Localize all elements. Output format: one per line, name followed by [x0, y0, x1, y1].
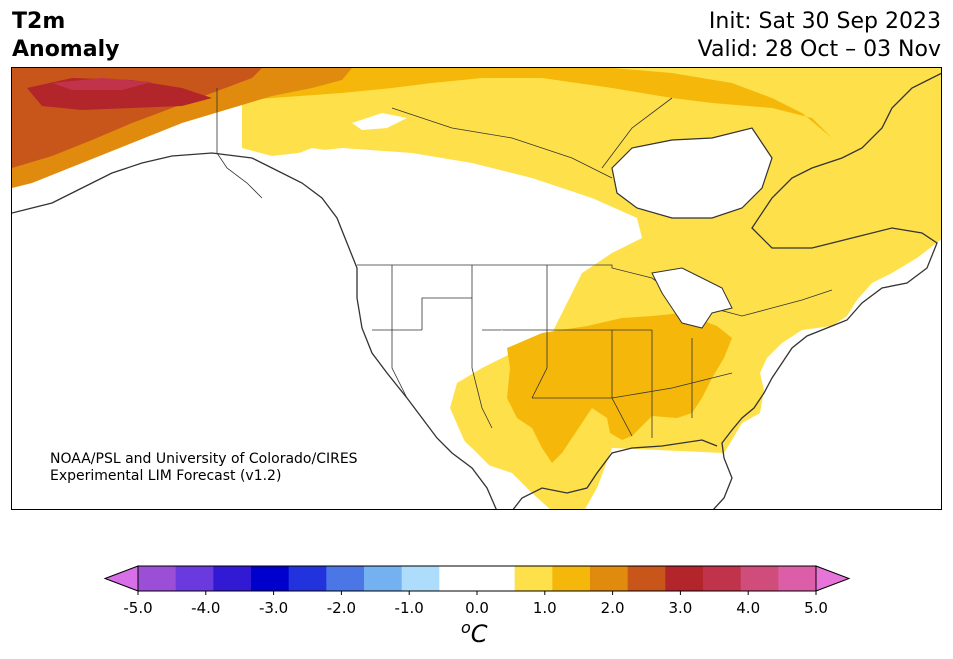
- credit-line-1: NOAA/PSL and University of Colorado/CIRE…: [50, 451, 358, 467]
- colorbar-tick-label: 4.0: [736, 599, 760, 617]
- colorbar-cell: [514, 566, 553, 591]
- anomaly-map: [12, 68, 941, 509]
- colorbar-ticks: -5.0 -4.0 -3.0 -2.0 -1.0 0.0 1.0 2.0 3.0 4.0 5.0: [123, 591, 828, 617]
- colorbar-min-arrow: [103, 565, 139, 592]
- unit-degree: o: [461, 618, 471, 637]
- hudson-bay: [611, 127, 773, 219]
- map-title: T2m Anomaly: [12, 8, 119, 64]
- credit-text: NOAA/PSL and University of Colorado/CIRE…: [50, 451, 358, 485]
- great-lakes: [651, 267, 733, 329]
- colorbar-cell: [401, 566, 440, 591]
- colorbar-cell: [364, 566, 403, 591]
- colorbar-tick-label: 2.0: [601, 599, 625, 617]
- colorbar-cell: [175, 566, 214, 591]
- anomaly-area-crimson: [52, 78, 152, 90]
- colorbar-tick-label: -5.0: [123, 599, 152, 617]
- colorbar-cell: [703, 566, 742, 591]
- near-normal-area-mexico: [12, 218, 512, 509]
- title-line-2: Anomaly: [12, 37, 120, 62]
- colorbar-unit: oC: [461, 618, 488, 648]
- colorbar-cell: [138, 566, 177, 591]
- colorbar-cell: [251, 566, 290, 591]
- colorbar-tick-label: -2.0: [327, 599, 356, 617]
- colorbar-tick-label: 1.0: [533, 599, 557, 617]
- coastlines: [12, 72, 941, 509]
- colorbar-tick-label: -4.0: [191, 599, 220, 617]
- map-panel: NOAA/PSL and University of Colorado/CIRE…: [11, 67, 942, 510]
- near-normal-patch-plains: [482, 330, 512, 358]
- unit-label: C: [470, 620, 488, 648]
- near-normal-patch-north: [352, 113, 407, 130]
- colorbar-cell: [477, 566, 516, 591]
- colorbar-cell: [590, 566, 629, 591]
- colorbar-max-arrow: [815, 565, 851, 592]
- anomaly-area-yellow-south: [507, 313, 732, 463]
- colorbar-cell: [627, 566, 666, 591]
- colorbar-cell: [439, 566, 478, 591]
- forecast-dates: Init: Sat 30 Sep 2023 Valid: 28 Oct – 03…: [698, 8, 941, 64]
- colorbar-cell: [740, 566, 779, 591]
- colorbar-cell: [665, 566, 704, 591]
- colorbar-tick-label: 3.0: [668, 599, 692, 617]
- colorbar-border: [137, 565, 817, 592]
- title-line-1: T2m: [12, 9, 66, 34]
- colorbar-cell: [778, 566, 817, 591]
- colorbar-tick-label: 0.0: [465, 599, 489, 617]
- valid-date: Valid: 28 Oct – 03 Nov: [697, 37, 941, 62]
- credit-line-2: Experimental LIM Forecast (v1.2): [50, 468, 282, 484]
- init-date: Init: Sat 30 Sep 2023: [708, 9, 941, 34]
- anomaly-area-light-yellow: [242, 68, 941, 509]
- colorbar-cell: [552, 566, 591, 591]
- colorbar-cell: [288, 566, 327, 591]
- colorbar-cells: [103, 565, 851, 592]
- colorbar-tick-label: 5.0: [804, 599, 828, 617]
- colorbar-cell: [326, 566, 365, 591]
- colorbar-tick-label: -3.0: [259, 599, 288, 617]
- colorbar-cell: [213, 566, 252, 591]
- colorbar-tick-label: -1.0: [395, 599, 424, 617]
